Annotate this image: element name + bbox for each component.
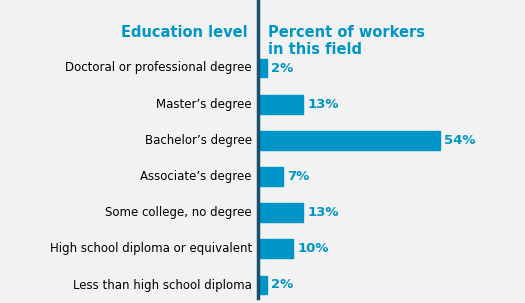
Text: Associate’s degree: Associate’s degree — [141, 170, 252, 183]
Bar — [260, 203, 303, 222]
Text: High school diploma or equivalent: High school diploma or equivalent — [50, 242, 252, 255]
Text: 7%: 7% — [287, 170, 310, 183]
Text: Percent of workers
in this field: Percent of workers in this field — [268, 25, 425, 57]
Bar — [260, 167, 284, 186]
Bar — [260, 239, 293, 258]
Text: Less than high school diploma: Less than high school diploma — [73, 278, 252, 291]
Text: 13%: 13% — [308, 206, 339, 219]
Bar — [260, 276, 267, 295]
Text: 10%: 10% — [297, 242, 329, 255]
Text: 2%: 2% — [271, 278, 293, 291]
Text: 2%: 2% — [271, 62, 293, 75]
Text: Master’s degree: Master’s degree — [156, 98, 252, 111]
Text: Some college, no degree: Some college, no degree — [106, 206, 252, 219]
Text: 54%: 54% — [444, 134, 476, 147]
Text: 13%: 13% — [308, 98, 339, 111]
Text: Education level: Education level — [121, 25, 248, 40]
Text: Bachelor’s degree: Bachelor’s degree — [145, 134, 252, 147]
Bar — [260, 95, 303, 114]
Text: Doctoral or professional degree: Doctoral or professional degree — [66, 62, 252, 75]
Bar — [260, 131, 440, 150]
Bar — [260, 58, 267, 77]
